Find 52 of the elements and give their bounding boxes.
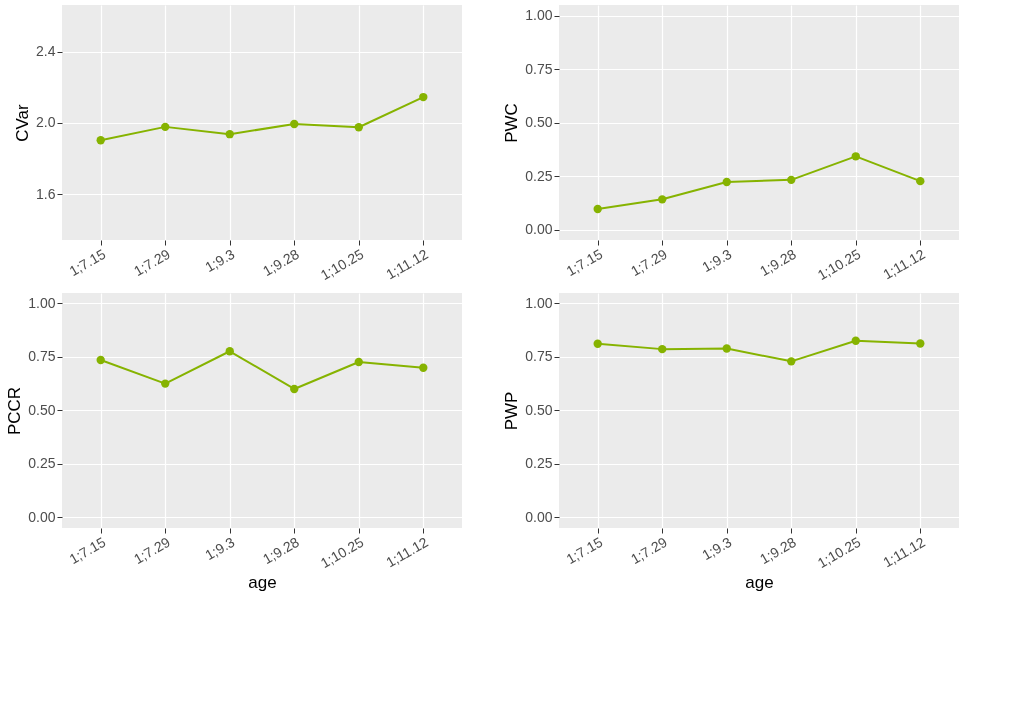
point <box>658 195 667 204</box>
point <box>593 339 602 348</box>
point <box>96 136 105 145</box>
point <box>96 355 105 365</box>
x-axis-title: age <box>248 572 277 592</box>
y-axis-title: CVar <box>13 103 33 142</box>
y-tick-label: 0.75 <box>525 348 553 365</box>
y-tick-label: 2.0 <box>36 114 56 131</box>
point <box>851 152 860 161</box>
x-axis-title: age <box>745 572 774 592</box>
point <box>225 347 234 356</box>
y-tick-label: 2.4 <box>36 43 56 60</box>
point <box>722 344 731 353</box>
y-tick-label: 0.50 <box>525 401 553 418</box>
x-tick-label: 1;9.3 <box>699 245 735 276</box>
point <box>851 336 860 345</box>
point <box>161 122 170 132</box>
point <box>161 379 170 388</box>
y-tick-label: 1.00 <box>525 294 553 311</box>
y-tick-label: 0.00 <box>28 508 56 525</box>
point <box>916 339 925 348</box>
x-tick-label: 1;9.3 <box>699 533 735 564</box>
x-tick-label: 1;9.3 <box>202 245 238 276</box>
point <box>354 357 363 367</box>
y-tick-label: 0.50 <box>28 401 56 418</box>
point <box>658 344 667 354</box>
y-tick-label: 0.75 <box>28 348 56 365</box>
point <box>593 204 602 214</box>
point <box>419 363 428 372</box>
point <box>354 123 363 132</box>
y-tick-label: 0.25 <box>525 455 553 472</box>
y-axis-title: PCCR <box>5 386 25 436</box>
y-tick-label: 1.00 <box>28 294 56 311</box>
y-axis-title: PWP <box>502 391 522 431</box>
point <box>787 357 796 366</box>
y-tick-label: 0.75 <box>525 60 553 77</box>
y-tick-label: 0.50 <box>525 114 553 131</box>
y-tick-label: 1.6 <box>36 185 56 202</box>
point <box>722 177 731 187</box>
point <box>290 119 299 129</box>
point <box>787 175 796 185</box>
point <box>419 92 428 102</box>
point <box>225 130 234 139</box>
point <box>916 176 925 186</box>
y-tick-label: 0.25 <box>28 455 56 472</box>
y-tick-label: 1.00 <box>525 7 553 24</box>
y-tick-label: 0.25 <box>525 167 553 184</box>
point <box>290 384 299 394</box>
y-axis-title: PWC <box>502 103 522 143</box>
y-tick-label: 0.00 <box>525 508 553 525</box>
y-tick-label: 0.00 <box>525 221 553 238</box>
x-tick-label: 1;9.3 <box>202 533 238 564</box>
